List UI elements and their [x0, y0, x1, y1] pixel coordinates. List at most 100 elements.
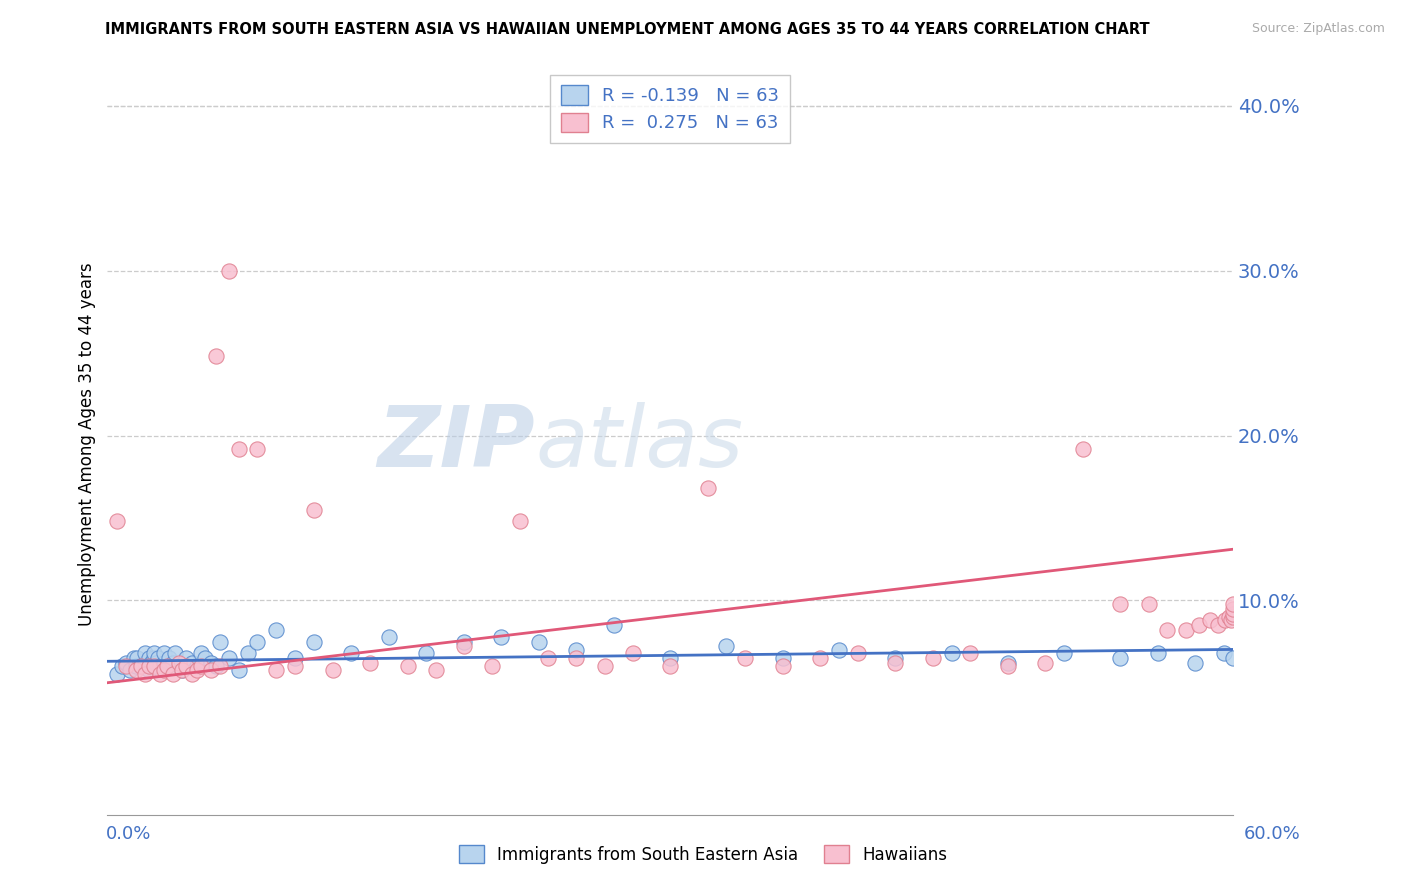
Legend: R = -0.139   N = 63, R =  0.275   N = 63: R = -0.139 N = 63, R = 0.275 N = 63 — [550, 75, 790, 144]
Point — [143, 651, 166, 665]
Point — [208, 659, 231, 673]
Point — [491, 630, 513, 644]
Point — [284, 651, 307, 665]
Point — [143, 659, 166, 673]
Point — [1109, 651, 1132, 665]
Point — [139, 656, 162, 670]
Point — [1222, 651, 1244, 665]
Point — [621, 646, 644, 660]
Text: IMMIGRANTS FROM SOUTH EASTERN ASIA VS HAWAIIAN UNEMPLOYMENT AMONG AGES 35 TO 44 : IMMIGRANTS FROM SOUTH EASTERN ASIA VS HA… — [105, 22, 1150, 37]
Point — [1220, 613, 1243, 627]
Point — [157, 651, 180, 665]
Point — [1222, 601, 1244, 615]
Point — [884, 651, 907, 665]
Point — [846, 646, 869, 660]
Point — [129, 659, 152, 673]
Point — [734, 651, 756, 665]
Point — [1137, 597, 1160, 611]
Point — [1156, 623, 1178, 637]
Point — [228, 442, 250, 456]
Point — [1222, 609, 1244, 624]
Point — [122, 651, 145, 665]
Point — [228, 663, 250, 677]
Point — [145, 656, 167, 670]
Point — [167, 659, 190, 673]
Point — [208, 634, 231, 648]
Text: Source: ZipAtlas.com: Source: ZipAtlas.com — [1251, 22, 1385, 36]
Point — [205, 659, 228, 673]
Point — [134, 646, 156, 660]
Point — [105, 514, 128, 528]
Point — [124, 663, 146, 677]
Point — [127, 651, 149, 665]
Point — [997, 656, 1019, 670]
Point — [808, 651, 831, 665]
Point — [152, 656, 174, 670]
Point — [1109, 597, 1132, 611]
Point — [163, 646, 186, 660]
Point — [509, 514, 531, 528]
Point — [359, 656, 381, 670]
Point — [174, 659, 197, 673]
Point — [415, 646, 437, 660]
Point — [236, 646, 259, 660]
Point — [129, 659, 152, 673]
Point — [124, 659, 146, 673]
Point — [200, 656, 222, 670]
Point — [1188, 618, 1211, 632]
Point — [884, 656, 907, 670]
Point — [302, 634, 325, 648]
Point — [186, 659, 208, 673]
Point — [828, 642, 851, 657]
Point — [264, 623, 287, 637]
Point — [321, 663, 343, 677]
Y-axis label: Unemployment Among Ages 35 to 44 years: Unemployment Among Ages 35 to 44 years — [79, 262, 96, 625]
Point — [180, 656, 202, 670]
Point — [172, 663, 194, 677]
Point — [659, 659, 682, 673]
Point — [481, 659, 503, 673]
Point — [1199, 613, 1222, 627]
Point — [696, 481, 718, 495]
Point — [134, 667, 156, 681]
Point — [941, 646, 963, 660]
Point — [111, 659, 134, 673]
Point — [1035, 656, 1057, 670]
Point — [264, 663, 287, 677]
Point — [1071, 442, 1094, 456]
Point — [200, 663, 222, 677]
Legend: Immigrants from South Eastern Asia, Hawaiians: Immigrants from South Eastern Asia, Hawa… — [453, 838, 953, 871]
Point — [149, 667, 172, 681]
Text: ZIP: ZIP — [377, 402, 536, 485]
Point — [1206, 618, 1229, 632]
Point — [302, 502, 325, 516]
Point — [246, 634, 269, 648]
Point — [190, 659, 212, 673]
Point — [138, 651, 160, 665]
Point — [246, 442, 269, 456]
Point — [1215, 613, 1237, 627]
Point — [194, 651, 217, 665]
Point — [1184, 656, 1206, 670]
Point — [1212, 646, 1234, 660]
Point — [425, 663, 447, 677]
Point — [396, 659, 419, 673]
Point — [772, 659, 794, 673]
Point — [115, 656, 138, 670]
Point — [565, 642, 588, 657]
Point — [138, 659, 160, 673]
Point — [162, 656, 184, 670]
Point — [205, 350, 228, 364]
Point — [378, 630, 401, 644]
Point — [118, 663, 141, 677]
Point — [340, 646, 363, 660]
Point — [152, 663, 174, 677]
Point — [1175, 623, 1198, 637]
Point — [453, 634, 475, 648]
Point — [186, 663, 208, 677]
Point — [134, 656, 156, 670]
Point — [997, 659, 1019, 673]
Point — [218, 651, 240, 665]
Point — [138, 663, 160, 677]
Point — [149, 659, 172, 673]
